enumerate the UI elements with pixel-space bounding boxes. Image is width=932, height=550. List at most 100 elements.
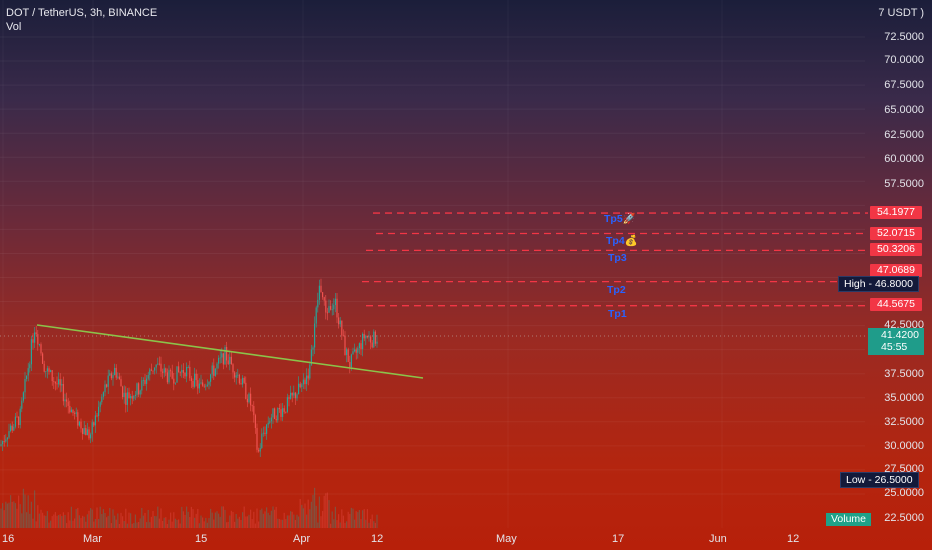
candle-body [174, 382, 176, 384]
level-price-tag[interactable]: 47.0689 [870, 264, 922, 277]
level-price-tag[interactable]: 54.1977 [870, 206, 922, 219]
volume-bar [366, 509, 368, 528]
volume-bar [171, 521, 173, 528]
volume-bar [190, 506, 192, 528]
candle-body [301, 384, 303, 388]
volume-bar [192, 509, 194, 528]
candle-body [256, 428, 258, 450]
candle-body [312, 347, 314, 350]
candle-body [366, 335, 368, 338]
volume-bar [347, 511, 349, 528]
level-price-tag[interactable]: 44.5675 [870, 298, 922, 311]
volume-bar [280, 519, 282, 528]
volume-bar [51, 516, 53, 528]
price-tick: 65.0000 [884, 104, 924, 116]
tp4-label: Tp4💰 [606, 235, 638, 247]
high-price-tag[interactable]: High - 46.8000 [838, 276, 919, 292]
price-tick: 72.5000 [884, 31, 924, 43]
candle-body [117, 376, 119, 378]
candle-body [224, 347, 226, 365]
candle-body [262, 432, 264, 434]
candle-body [198, 383, 200, 389]
volume-bar [194, 517, 196, 528]
candle-body [245, 382, 247, 399]
volume-bar [264, 511, 266, 528]
volume-bar [315, 505, 317, 528]
volume-bar [69, 520, 71, 528]
volume-bar [232, 511, 234, 528]
volume-bar [67, 512, 69, 528]
candle-body [277, 408, 279, 421]
volume-bar [206, 522, 208, 528]
low-dash: - [868, 474, 875, 486]
candle-body [342, 335, 344, 337]
volume-bar [291, 511, 293, 528]
volume-bar [142, 515, 144, 528]
candle-body [109, 373, 111, 376]
candle-body [85, 427, 87, 436]
volume-bar [362, 510, 364, 528]
chart-header: DOT / TetherUS, 3h, BINANCE Vol [6, 6, 157, 34]
level-price-tag[interactable]: 52.0715 [870, 227, 922, 240]
candle-body [192, 380, 194, 387]
candle-body [226, 347, 228, 361]
candle-body [142, 380, 144, 381]
volume-bar [70, 506, 72, 528]
low-price-tag[interactable]: Low - 26.5000 [840, 472, 919, 488]
volume-bar [368, 522, 370, 528]
candle-body [294, 392, 296, 399]
volume-bar [2, 503, 4, 528]
volume-bar [178, 519, 180, 528]
candle-body [163, 368, 165, 373]
candle-body [118, 376, 120, 380]
symbol-title[interactable]: DOT / TetherUS, 3h, BINANCE [6, 7, 158, 19]
candle-body [189, 366, 191, 379]
candle-body [240, 383, 242, 385]
volume-bar [110, 523, 112, 528]
candle-body [30, 339, 32, 365]
indicator-vol-label[interactable]: Vol [6, 21, 22, 33]
volume-bar [82, 515, 84, 528]
candle-body [358, 343, 360, 349]
candle-body [349, 362, 351, 367]
volume-bar [296, 514, 298, 528]
volume-bar [270, 510, 272, 528]
candle-body [10, 425, 12, 432]
volume-bar [328, 500, 330, 528]
volume-badge[interactable]: Volume [826, 513, 872, 526]
candle-body [179, 371, 181, 373]
candle-body [38, 344, 40, 346]
volume-bar [203, 521, 205, 528]
volume-bar [50, 520, 52, 528]
time-tick: 16 [2, 533, 15, 545]
volume-bar [363, 509, 365, 528]
currency-label[interactable]: 7 USDT ) [878, 7, 924, 19]
volume-bar [370, 518, 372, 528]
volume-bar [98, 519, 100, 528]
volume-bar [123, 520, 125, 528]
candle-body [344, 335, 346, 355]
volume-bar [312, 494, 314, 528]
price-tick: 35.0000 [884, 392, 924, 404]
candle-body [173, 378, 175, 384]
volume-bar [304, 503, 306, 528]
volume-bar [86, 514, 88, 528]
current-price-tag[interactable]: 41.4200 45:55 [868, 328, 924, 355]
price-tick: 37.5000 [884, 368, 924, 380]
volume-bar [213, 519, 215, 528]
volume-bar [99, 506, 101, 528]
level-price-tag[interactable]: 50.3206 [870, 243, 922, 256]
volume-bar [45, 515, 47, 528]
volume-bar [251, 519, 253, 528]
volume-bar [243, 506, 245, 528]
candle-body [267, 422, 269, 425]
candle-body [229, 356, 231, 365]
volume-bar [141, 507, 143, 528]
candle-body [190, 378, 192, 381]
volume-bar [333, 519, 335, 528]
candle-body [176, 366, 178, 383]
candle-body [290, 392, 292, 399]
volume-bar [216, 511, 218, 528]
candle-body [42, 353, 44, 364]
